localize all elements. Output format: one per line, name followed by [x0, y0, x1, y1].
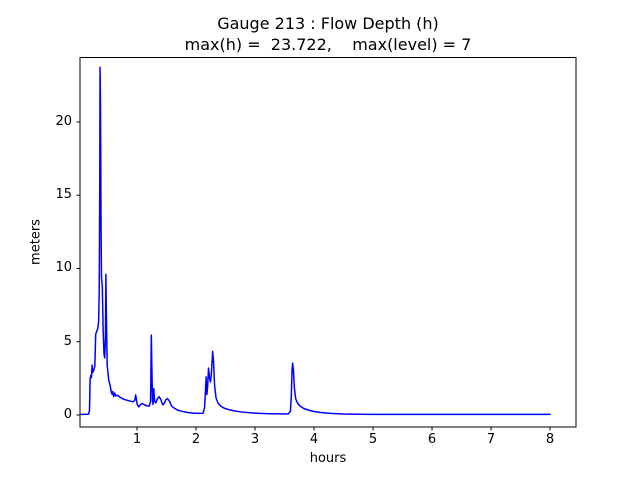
y-tick-label: 20	[55, 113, 72, 129]
x-tick-label: 6	[427, 432, 437, 447]
y-tick-label: 0	[63, 406, 72, 422]
chart-subtitle: max(h) = 23.722, max(level) = 7	[184, 35, 472, 54]
x-tick-label: 5	[368, 432, 378, 447]
x-tick-label: 2	[191, 432, 201, 447]
x-tick-label: 3	[250, 432, 260, 447]
chart-title: Gauge 213 : Flow Depth (h)	[217, 14, 439, 33]
x-tick-label: 8	[545, 432, 555, 447]
x-tick-label: 1	[132, 432, 142, 447]
axes-frame	[79, 57, 577, 428]
y-tick-label: 10	[55, 260, 72, 276]
y-axis-label: meters	[28, 219, 44, 265]
y-tick-label: 5	[63, 333, 72, 349]
x-tick-label: 4	[309, 432, 319, 447]
x-axis-label: hours	[309, 451, 347, 466]
x-tick-label: 7	[486, 432, 496, 447]
y-tick-label: 15	[55, 187, 72, 203]
flow-depth-h-line	[80, 66, 551, 416]
